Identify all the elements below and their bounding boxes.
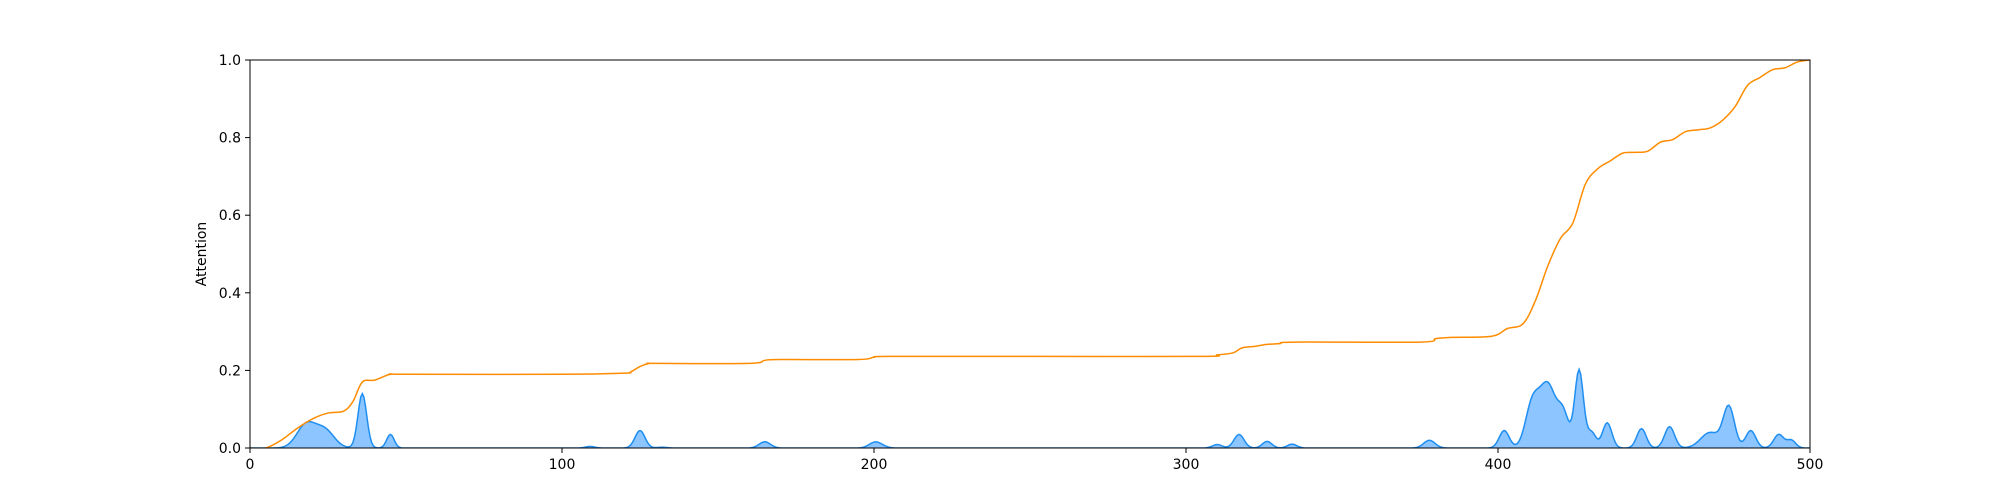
cumulative-attention-line	[250, 60, 1810, 448]
y-axis-label: Attention	[194, 222, 210, 287]
x-tick-label: 0	[246, 457, 255, 473]
x-tick-label: 400	[1485, 457, 1512, 473]
x-tick-label: 200	[861, 457, 888, 473]
y-tick-label: 1.0	[219, 53, 241, 69]
x-tick-label: 100	[549, 457, 576, 473]
attention-line	[250, 367, 1810, 448]
y-tick-label: 0.8	[219, 131, 241, 147]
axes: 0 100 200 300 400 500 0.0 0.2 0.4 0.6 0.8 1.0	[219, 53, 1824, 473]
x-tick-label: 500	[1797, 457, 1824, 473]
y-tick-label: 0.2	[219, 363, 241, 379]
plot-area	[250, 60, 1810, 448]
y-tick-label: 0.4	[219, 286, 241, 302]
y-tick-label: 0.0	[219, 441, 241, 457]
x-tick-label: 300	[1173, 457, 1200, 473]
plot-frame	[249, 59, 1811, 449]
y-tick-label: 0.6	[219, 208, 241, 224]
